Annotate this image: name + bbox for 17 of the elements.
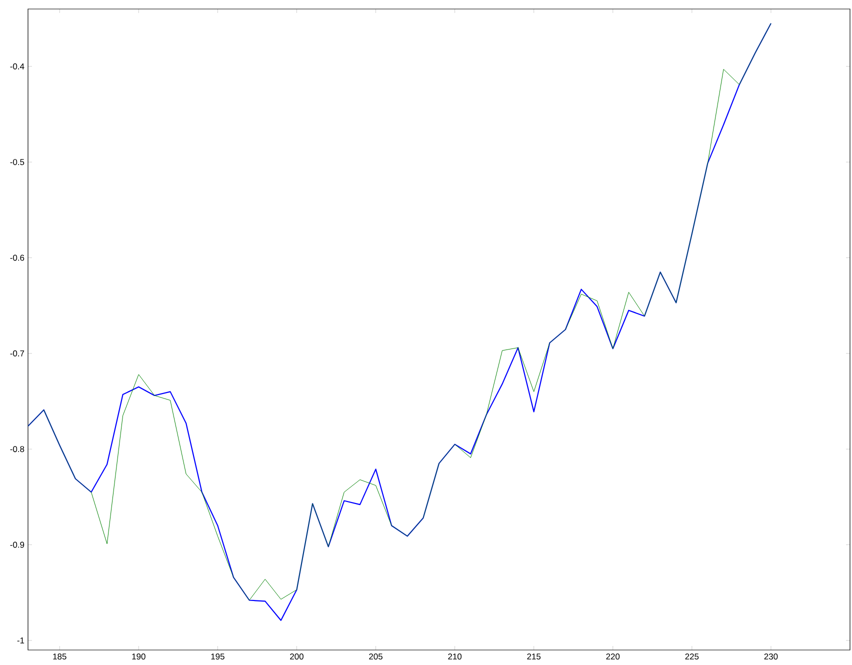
x-tick-label: 200 (290, 654, 304, 660)
x-tick-label: 205 (369, 654, 382, 660)
x-tick-label: 185 (53, 654, 66, 660)
x-tick-label: 220 (606, 654, 620, 660)
y-tick-label: -0.8 (10, 446, 24, 452)
x-tick-label: 225 (685, 654, 699, 660)
x-tick-label: 215 (527, 654, 541, 660)
x-tick-label: 230 (764, 654, 778, 660)
x-tick-label: 210 (448, 654, 462, 660)
x-tick-label: 195 (211, 654, 224, 660)
y-tick-label: -0.4 (10, 63, 24, 70)
y-tick-label: -0.7 (10, 350, 24, 356)
y-tick-label: -0.5 (10, 159, 24, 166)
y-tick-label: -0.6 (10, 254, 24, 261)
y-tick-label: -0.9 (10, 542, 24, 548)
y-tick-label: -1 (17, 638, 24, 644)
x-tick-label: 190 (132, 654, 146, 660)
